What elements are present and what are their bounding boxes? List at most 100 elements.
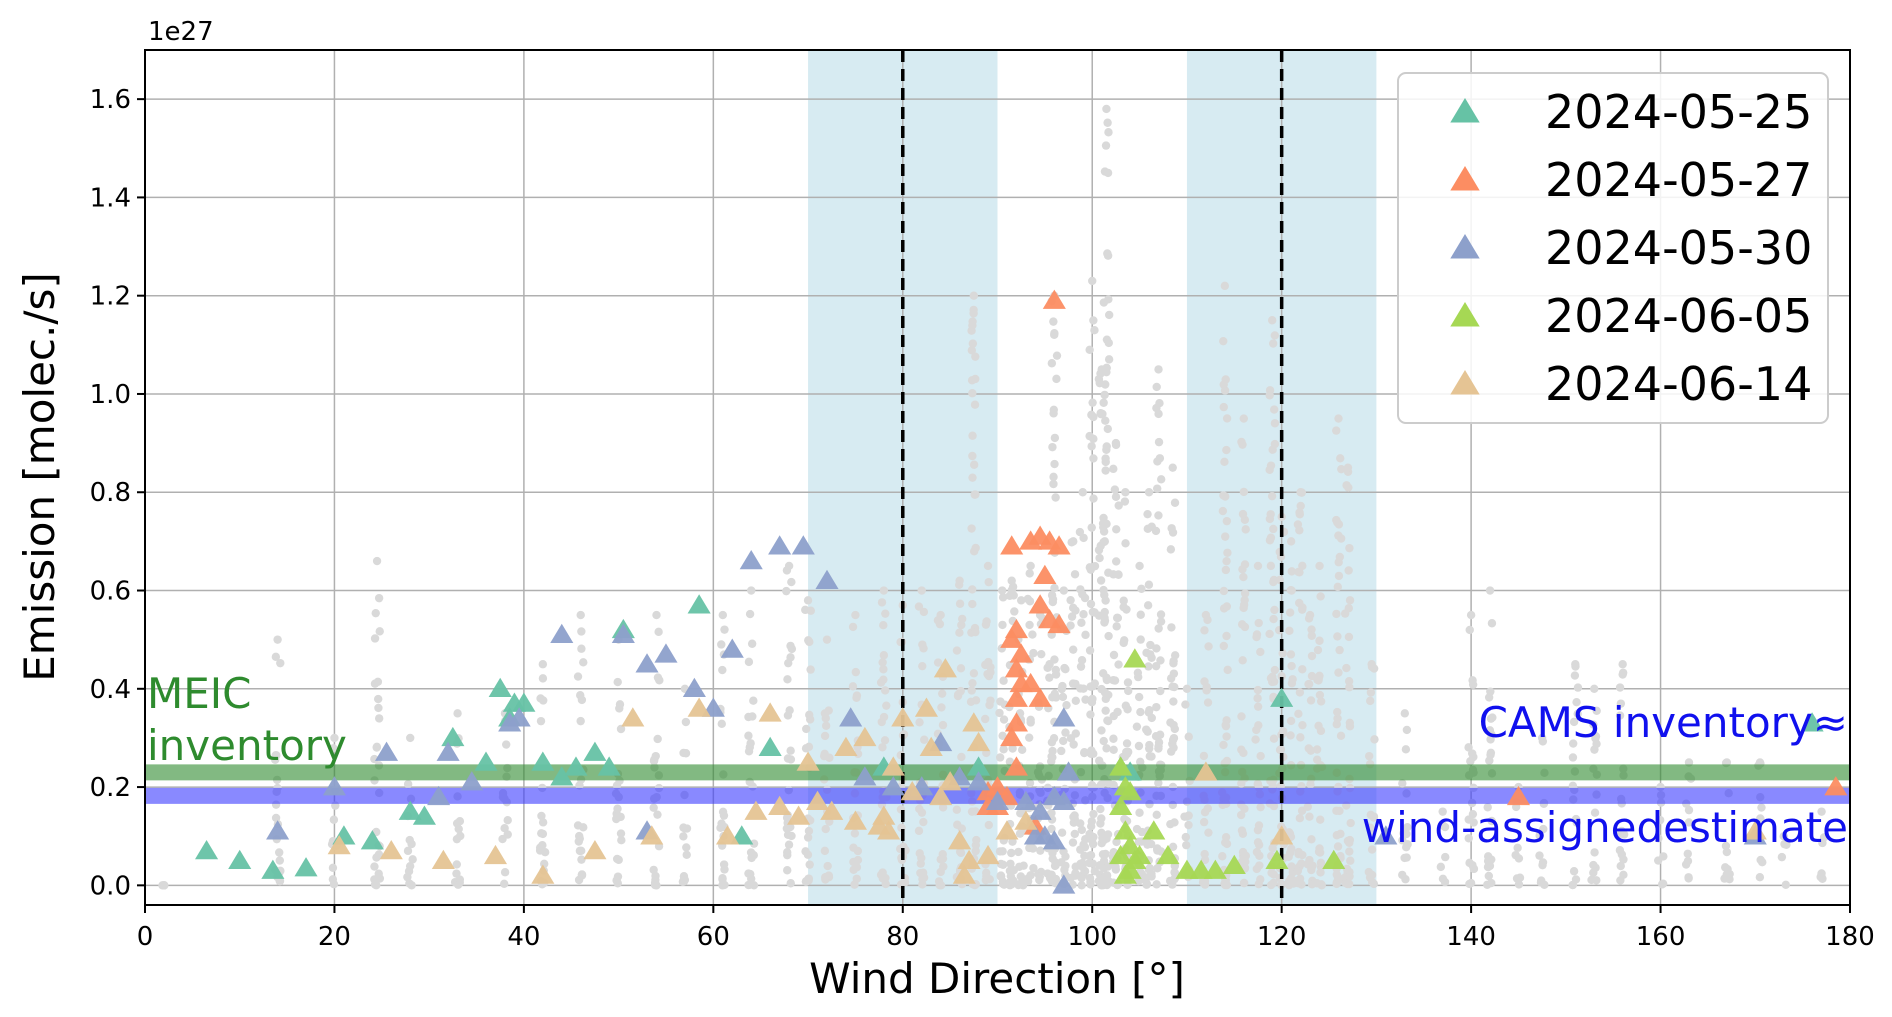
background-point xyxy=(1200,880,1210,889)
marker-series-3 xyxy=(1109,756,1133,776)
background-point xyxy=(1068,838,1078,847)
background-point xyxy=(1102,673,1111,683)
background-point xyxy=(575,834,584,843)
background-point xyxy=(1253,694,1262,703)
background-point xyxy=(1010,607,1019,616)
background-point xyxy=(1254,618,1263,628)
background-point xyxy=(1009,591,1018,600)
background-point xyxy=(1219,402,1228,412)
background-point xyxy=(852,693,861,702)
background-point xyxy=(1294,709,1303,719)
background-point xyxy=(682,843,691,852)
background-point xyxy=(329,815,339,824)
background-point xyxy=(1152,880,1161,889)
marker-series-2 xyxy=(1042,830,1066,850)
background-point xyxy=(820,873,830,882)
background-point xyxy=(1048,848,1057,858)
background-point xyxy=(1199,751,1209,761)
background-point xyxy=(1343,463,1353,472)
background-point xyxy=(1184,732,1193,741)
background-point xyxy=(1102,442,1111,451)
background-point xyxy=(372,742,382,752)
background-point xyxy=(1050,689,1059,699)
background-point xyxy=(782,586,791,596)
background-point xyxy=(1286,731,1295,740)
background-point xyxy=(1332,609,1341,619)
marker-series-0 xyxy=(967,756,991,776)
background-point xyxy=(502,740,511,749)
background-point xyxy=(982,617,991,626)
background-point xyxy=(1134,692,1144,702)
marker-series-0 xyxy=(474,751,498,771)
background-point xyxy=(1265,629,1274,639)
background-point xyxy=(1332,720,1341,729)
background-point xyxy=(653,810,662,819)
background-point xyxy=(1219,380,1228,389)
background-point xyxy=(1155,398,1164,408)
background-point xyxy=(1222,445,1231,455)
marker-series-4 xyxy=(872,805,896,825)
background-point xyxy=(1305,812,1314,821)
background-point xyxy=(820,846,830,856)
background-point xyxy=(1047,808,1056,818)
marker-series-4 xyxy=(1014,810,1038,830)
background-point xyxy=(804,874,814,883)
background-point xyxy=(1104,295,1113,304)
marker-series-4 xyxy=(929,785,953,806)
background-point xyxy=(999,676,1008,685)
background-point xyxy=(1486,735,1495,744)
background-point xyxy=(1483,852,1493,861)
background-point xyxy=(1181,700,1190,709)
background-point xyxy=(577,870,587,879)
background-point xyxy=(1295,688,1305,697)
background-point xyxy=(1265,465,1274,475)
background-point xyxy=(918,868,928,877)
background-point xyxy=(938,854,948,863)
background-point xyxy=(1014,880,1023,890)
marker-series-0 xyxy=(564,756,588,776)
background-point xyxy=(1200,855,1210,865)
background-point xyxy=(1089,316,1098,325)
background-point xyxy=(1295,526,1304,535)
background-point xyxy=(1080,748,1089,758)
background-point xyxy=(1112,525,1121,534)
background-point xyxy=(1223,548,1232,557)
background-point xyxy=(995,708,1004,718)
background-point xyxy=(969,669,979,678)
background-point xyxy=(1111,492,1121,501)
background-point xyxy=(1777,852,1787,862)
background-point xyxy=(1152,810,1161,820)
background-point xyxy=(851,667,861,677)
background-point xyxy=(783,754,793,763)
background-point xyxy=(370,875,379,884)
background-point xyxy=(1051,493,1060,502)
background-point xyxy=(329,880,339,889)
background-point xyxy=(1268,672,1277,682)
background-point xyxy=(1045,870,1055,879)
background-point xyxy=(1151,526,1161,536)
background-point xyxy=(373,694,383,704)
background-point xyxy=(1252,725,1261,735)
background-point xyxy=(1221,721,1231,731)
background-point xyxy=(1315,671,1324,680)
background-point xyxy=(1152,702,1161,712)
background-point xyxy=(682,824,692,833)
background-point xyxy=(1295,874,1305,883)
marker-series-0 xyxy=(550,766,574,786)
background-point xyxy=(1269,614,1278,624)
background-point xyxy=(1568,753,1578,762)
background-point xyxy=(1592,706,1601,715)
background-point xyxy=(1077,656,1087,665)
marker-series-2 xyxy=(967,771,991,791)
background-point xyxy=(1103,424,1113,434)
background-point xyxy=(1168,842,1178,852)
background-point xyxy=(1109,464,1118,474)
background-point xyxy=(1151,661,1161,671)
background-point xyxy=(1025,620,1034,630)
background-point xyxy=(374,869,383,878)
background-point xyxy=(328,863,338,873)
background-point xyxy=(1080,842,1090,852)
background-point xyxy=(1256,802,1265,812)
background-point xyxy=(1270,665,1280,675)
background-point xyxy=(1169,669,1179,678)
